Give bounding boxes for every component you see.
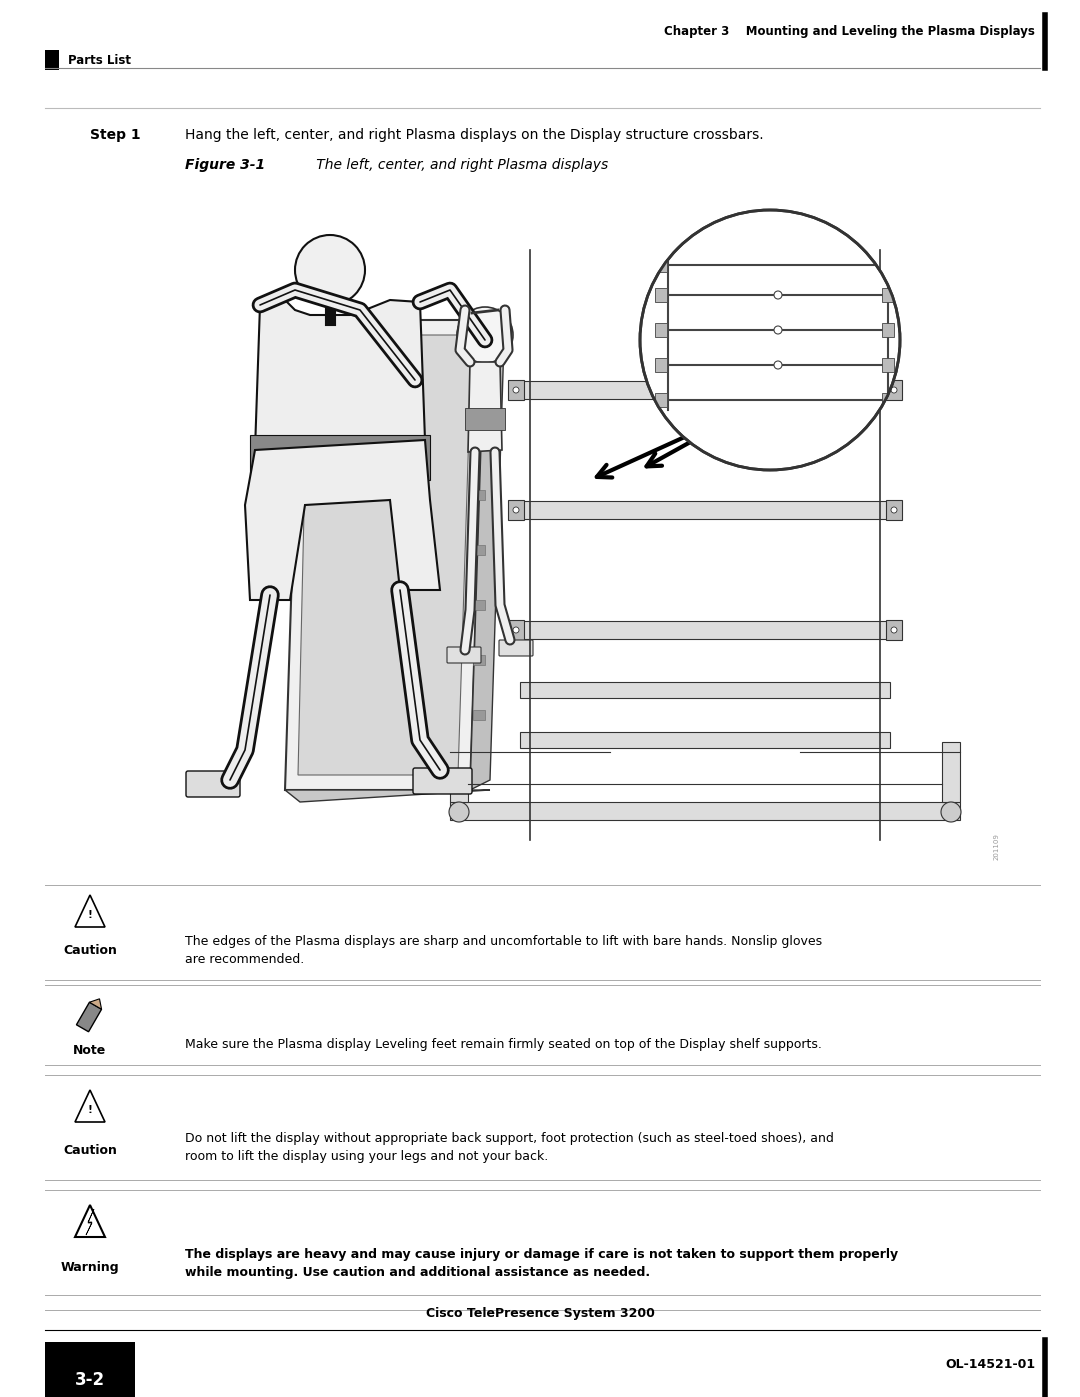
Text: Parts List: Parts List — [68, 53, 131, 67]
FancyBboxPatch shape — [508, 500, 524, 520]
FancyBboxPatch shape — [519, 682, 890, 698]
Polygon shape — [468, 362, 502, 453]
Text: OL-14521-01: OL-14521-01 — [945, 1358, 1035, 1372]
Bar — [473, 710, 485, 719]
Polygon shape — [75, 1090, 105, 1122]
Circle shape — [640, 210, 900, 469]
Polygon shape — [75, 1206, 105, 1236]
Circle shape — [513, 627, 519, 633]
FancyBboxPatch shape — [413, 768, 472, 793]
Circle shape — [941, 802, 961, 821]
Text: Warning: Warning — [60, 1260, 119, 1274]
FancyBboxPatch shape — [519, 381, 890, 400]
FancyBboxPatch shape — [249, 434, 430, 481]
Polygon shape — [285, 789, 490, 802]
Polygon shape — [285, 320, 485, 789]
FancyBboxPatch shape — [886, 380, 902, 400]
FancyBboxPatch shape — [508, 380, 524, 400]
Polygon shape — [255, 300, 426, 450]
Bar — [473, 545, 485, 555]
FancyBboxPatch shape — [519, 732, 890, 747]
Text: 3-2: 3-2 — [75, 1370, 105, 1389]
FancyBboxPatch shape — [450, 802, 960, 820]
Text: The displays are heavy and may cause injury or damage if care is not taken to su: The displays are heavy and may cause inj… — [185, 1248, 899, 1280]
FancyBboxPatch shape — [519, 622, 890, 638]
Text: Step 1: Step 1 — [90, 129, 140, 142]
FancyBboxPatch shape — [186, 771, 240, 798]
Circle shape — [295, 235, 365, 305]
FancyBboxPatch shape — [882, 323, 894, 337]
FancyBboxPatch shape — [519, 502, 890, 520]
FancyBboxPatch shape — [654, 258, 667, 272]
Text: Make sure the Plasma display Leveling feet remain firmly seated on top of the Di: Make sure the Plasma display Leveling fe… — [185, 1038, 822, 1051]
FancyBboxPatch shape — [499, 640, 534, 657]
Circle shape — [513, 507, 519, 513]
Circle shape — [891, 507, 897, 513]
Circle shape — [891, 627, 897, 633]
Bar — [473, 434, 485, 446]
Bar — [473, 655, 485, 665]
FancyBboxPatch shape — [882, 258, 894, 272]
Text: Caution: Caution — [63, 1144, 117, 1157]
FancyBboxPatch shape — [654, 288, 667, 302]
Text: !: ! — [87, 909, 93, 919]
FancyBboxPatch shape — [654, 323, 667, 337]
FancyBboxPatch shape — [654, 393, 667, 407]
FancyBboxPatch shape — [886, 500, 902, 520]
Polygon shape — [245, 440, 440, 599]
FancyBboxPatch shape — [654, 358, 667, 372]
Text: Figure 3-1: Figure 3-1 — [185, 158, 265, 172]
Polygon shape — [90, 999, 102, 1009]
FancyBboxPatch shape — [447, 647, 481, 664]
Text: Note: Note — [73, 1044, 107, 1056]
Circle shape — [457, 307, 513, 363]
FancyBboxPatch shape — [465, 408, 505, 430]
Polygon shape — [75, 895, 105, 928]
Polygon shape — [86, 1208, 94, 1235]
Text: Caution: Caution — [63, 943, 117, 957]
Bar — [473, 599, 485, 610]
Circle shape — [774, 326, 782, 334]
Text: 201109: 201109 — [994, 833, 1000, 861]
FancyBboxPatch shape — [450, 742, 468, 802]
FancyBboxPatch shape — [882, 288, 894, 302]
Bar — [473, 380, 485, 390]
FancyBboxPatch shape — [886, 620, 902, 640]
Text: Hang the left, center, and right Plasma displays on the Display structure crossb: Hang the left, center, and right Plasma … — [185, 129, 764, 142]
Circle shape — [449, 802, 469, 821]
Text: Do not lift the display without appropriate back support, foot protection (such : Do not lift the display without appropri… — [185, 1132, 834, 1162]
Text: !: ! — [87, 1105, 93, 1115]
Text: Chapter 3    Mounting and Leveling the Plasma Displays: Chapter 3 Mounting and Leveling the Plas… — [664, 25, 1035, 39]
Polygon shape — [298, 335, 472, 775]
Text: The edges of the Plasma displays are sharp and uncomfortable to lift with bare h: The edges of the Plasma displays are sha… — [185, 935, 822, 965]
FancyBboxPatch shape — [882, 358, 894, 372]
Bar — [473, 490, 485, 500]
Circle shape — [891, 387, 897, 393]
Text: The left, center, and right Plasma displays: The left, center, and right Plasma displ… — [291, 158, 608, 172]
Bar — [45, 1343, 135, 1397]
FancyBboxPatch shape — [942, 742, 960, 802]
Bar — [45, 50, 59, 70]
FancyBboxPatch shape — [508, 620, 524, 640]
Circle shape — [774, 360, 782, 369]
FancyBboxPatch shape — [882, 393, 894, 407]
Circle shape — [513, 387, 519, 393]
Polygon shape — [470, 310, 505, 789]
FancyBboxPatch shape — [77, 1002, 102, 1032]
Circle shape — [774, 291, 782, 299]
Text: Cisco TelePresence System 3200: Cisco TelePresence System 3200 — [426, 1308, 654, 1320]
